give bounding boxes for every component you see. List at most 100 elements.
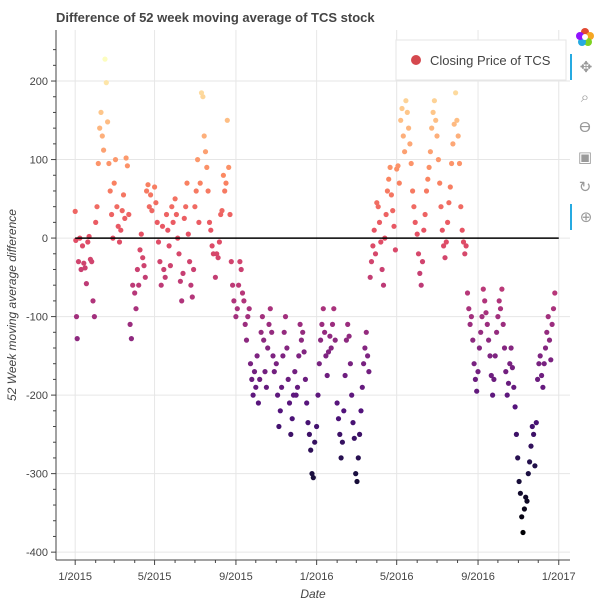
data-point — [249, 376, 255, 382]
data-point — [297, 321, 303, 327]
data-point — [106, 160, 112, 167]
data-point — [105, 119, 111, 125]
data-point — [460, 239, 467, 245]
data-point — [475, 369, 481, 375]
data-point — [90, 298, 96, 304]
data-point — [363, 329, 369, 335]
data-point — [196, 219, 202, 225]
data-point — [312, 439, 318, 445]
data-point — [404, 109, 410, 115]
data-point — [325, 349, 332, 355]
x-tick-label: 1/2016 — [300, 571, 334, 583]
data-point — [181, 215, 187, 221]
data-point — [544, 329, 550, 335]
data-point — [314, 423, 320, 430]
data-point — [242, 321, 248, 327]
data-point — [388, 192, 394, 198]
data-point — [446, 200, 452, 206]
save-tool-icon[interactable]: ▣ — [577, 149, 593, 166]
data-point — [458, 204, 464, 210]
data-point — [354, 478, 360, 485]
data-point — [467, 321, 473, 327]
data-point — [334, 400, 340, 406]
data-point — [154, 219, 160, 225]
data-point — [370, 243, 376, 249]
hover-tool-icon[interactable]: ⊕ — [570, 204, 600, 230]
data-point — [494, 329, 500, 335]
data-point — [73, 314, 80, 320]
data-point — [289, 416, 295, 422]
data-point — [353, 471, 359, 477]
data-point — [271, 369, 277, 375]
data-point — [273, 361, 279, 367]
data-point — [438, 204, 444, 210]
data-point — [234, 306, 240, 312]
data-point — [130, 282, 136, 288]
data-point — [511, 384, 517, 390]
data-point — [335, 416, 342, 422]
x-tick-label: 9/2016 — [461, 571, 495, 583]
data-point — [459, 227, 465, 233]
data-point — [161, 266, 167, 273]
data-point — [301, 349, 307, 355]
data-point — [292, 369, 298, 375]
y-tick-label: -400 — [26, 547, 48, 559]
pan-tool-icon[interactable]: ✥ — [570, 54, 600, 80]
data-point — [285, 376, 291, 382]
data-point — [392, 247, 398, 253]
data-point — [288, 431, 294, 437]
data-point — [300, 329, 306, 335]
data-point — [483, 310, 489, 316]
reset-tool-icon[interactable]: ↻ — [578, 179, 592, 196]
data-point — [282, 314, 289, 320]
wheel-zoom-tool-icon[interactable]: ϴ — [579, 118, 591, 136]
data-point — [376, 219, 383, 225]
box-zoom-tool-icon[interactable]: ⌕ — [580, 88, 590, 106]
data-point — [408, 160, 414, 167]
data-point — [146, 204, 152, 210]
data-point — [83, 281, 89, 287]
data-point — [163, 211, 170, 218]
data-point — [341, 408, 347, 414]
data-point — [116, 239, 123, 245]
data-point — [327, 333, 333, 339]
data-point — [437, 180, 443, 186]
data-point — [323, 353, 329, 359]
data-point — [195, 157, 201, 163]
data-point — [419, 259, 426, 265]
data-point — [396, 180, 402, 186]
data-point — [550, 306, 557, 312]
data-point — [417, 270, 423, 276]
data-point — [133, 306, 139, 312]
data-point — [187, 259, 193, 265]
data-point — [324, 372, 330, 379]
data-point — [114, 204, 120, 210]
data-point — [219, 208, 225, 214]
data-point — [308, 447, 314, 453]
data-point — [453, 90, 459, 96]
data-point — [524, 498, 530, 504]
data-point — [259, 314, 265, 320]
data-point — [533, 420, 539, 426]
data-point — [162, 274, 168, 280]
data-point — [484, 321, 490, 327]
data-point — [454, 117, 460, 123]
data-point — [320, 306, 326, 312]
data-point — [443, 239, 449, 245]
data-point — [383, 211, 389, 218]
data-point — [486, 337, 492, 343]
data-point — [508, 345, 514, 351]
data-point — [357, 431, 363, 437]
data-point — [496, 298, 502, 304]
data-point — [124, 163, 130, 169]
data-point — [339, 439, 345, 445]
data-point — [99, 133, 105, 139]
data-point — [355, 455, 361, 461]
data-point — [243, 337, 250, 343]
data-point — [112, 157, 119, 163]
data-point — [309, 471, 315, 477]
data-point — [142, 274, 148, 280]
data-point — [94, 204, 100, 210]
data-point — [220, 172, 226, 178]
data-point — [149, 208, 155, 214]
